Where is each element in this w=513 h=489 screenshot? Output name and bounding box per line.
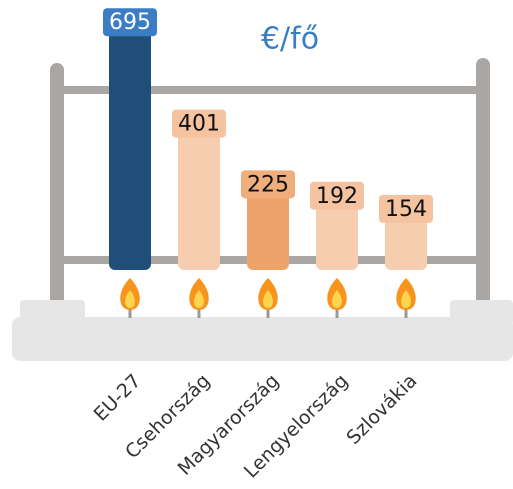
value-label: 154 [385, 197, 427, 222]
bar [247, 192, 289, 270]
value-label: 225 [247, 172, 289, 197]
chart: €/fő 695EU-27401Csehország225Magyarorszá… [0, 0, 513, 489]
bar [316, 204, 358, 270]
unit-label: €/fő [261, 22, 319, 57]
bar [109, 30, 151, 270]
x-tick-label: Szlovákia [342, 370, 421, 449]
bar [385, 217, 427, 270]
stove [12, 300, 513, 361]
bar [178, 132, 220, 270]
x-tick-label: EU-27 [90, 370, 146, 426]
value-label: 401 [178, 112, 220, 137]
value-label: 192 [316, 184, 358, 209]
value-label: 695 [109, 10, 151, 35]
